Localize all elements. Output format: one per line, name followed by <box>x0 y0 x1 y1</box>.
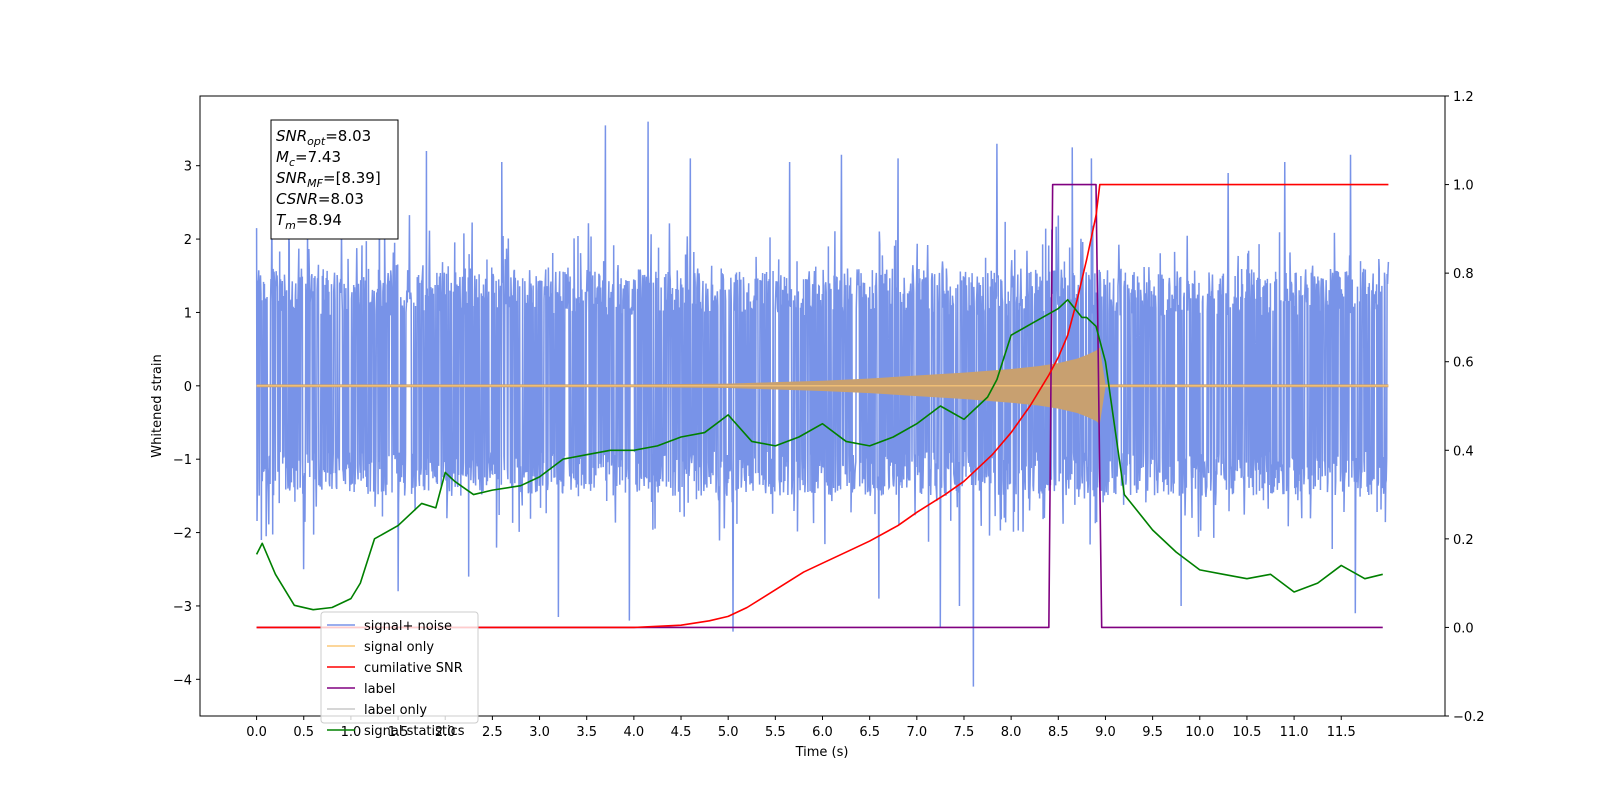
x-tick-label: 10.5 <box>1232 725 1261 740</box>
y-tick-label: −2 <box>173 527 192 542</box>
x-tick-label: 5.5 <box>765 725 786 740</box>
legend-label: label <box>364 682 395 697</box>
info-base: SNR <box>276 169 307 187</box>
info-base: M <box>276 148 289 166</box>
y2-tick-label: 1.2 <box>1453 90 1474 105</box>
info-sub: opt <box>307 135 326 148</box>
legend-frame <box>320 611 479 724</box>
plot-area <box>255 121 1390 687</box>
legend-label: cumilative SNR <box>364 661 463 676</box>
info-line: SNRopt=8.03 <box>276 127 371 148</box>
info-sub: MF <box>307 177 323 190</box>
y2-tick-label: −0.2 <box>1453 710 1485 725</box>
info-value: =8.03 <box>318 190 364 208</box>
x-tick-label: 0.5 <box>293 725 314 740</box>
legend-label: signal+ noise <box>364 619 452 634</box>
x-tick-label: 11.0 <box>1280 725 1309 740</box>
legend: signal+ noise signal only cumilative SNR la… <box>320 611 479 739</box>
info-value: =7.43 <box>295 148 341 166</box>
x-tick-label: 6.5 <box>859 725 880 740</box>
y-tick-label: −3 <box>173 600 192 615</box>
series-signal-noise <box>255 121 1390 687</box>
x-tick-label: 9.5 <box>1142 725 1163 740</box>
x-tick-label: 8.0 <box>1001 725 1022 740</box>
x-tick-label: 2.5 <box>482 725 503 740</box>
y-tick-label: 1 <box>184 306 192 321</box>
y-tick-label: −1 <box>173 453 192 468</box>
y-tick-label: 3 <box>184 160 192 175</box>
info-line: SNRMF=[8.39] <box>276 169 381 190</box>
y2-tick-label: 1.0 <box>1453 179 1474 194</box>
info-sub: c <box>289 156 295 169</box>
y2-tick-label: 0.4 <box>1453 444 1474 459</box>
x-tick-label: 1.5 <box>388 725 409 740</box>
y-tick-label: 0 <box>184 380 192 395</box>
series-signal-statistics <box>255 298 1383 611</box>
info-line: CSNR=8.03 <box>276 190 364 208</box>
x-tick-label: 0.0 <box>246 725 267 740</box>
x-tick-label: 9.0 <box>1095 725 1116 740</box>
legend-label: signal only <box>364 640 434 655</box>
x-tick-label: 10.0 <box>1185 725 1214 740</box>
x-tick-label: 3.5 <box>576 725 597 740</box>
x-tick-label: 6.0 <box>812 725 833 740</box>
info-line: Mc=7.43 <box>276 148 341 169</box>
x-tick-label: 4.0 <box>624 725 645 740</box>
series-label <box>256 183 1383 629</box>
y-axis-label: Whitened strain <box>150 354 165 457</box>
info-value: =8.94 <box>296 211 342 229</box>
x-tick-label: 5.0 <box>718 725 739 740</box>
y-tick-label: 2 <box>184 233 192 248</box>
x-tick-label: 4.5 <box>671 725 692 740</box>
x-tick-label: 7.0 <box>906 725 927 740</box>
axes: 0.0 0.5 1.0 1.5 2.0 2.5 3.0 3.5 4.0 4.5 5.0 5.5 6.0 6… <box>173 90 1485 740</box>
x-tick-label: 7.5 <box>954 725 975 740</box>
series-cumulative-snr <box>256 183 1389 629</box>
info-line: Tm=8.94 <box>276 211 342 232</box>
x-tick-label: 3.0 <box>529 725 550 740</box>
y2-tick-label: 0.8 <box>1453 267 1474 282</box>
info-base: T <box>276 211 287 229</box>
y2-tick-label: 0.6 <box>1453 356 1474 371</box>
info-sub: m <box>285 219 296 232</box>
info-value: =[8.39] <box>323 169 381 187</box>
x-tick-label: 2.0 <box>435 725 456 740</box>
x-tick-label: 8.5 <box>1048 725 1069 740</box>
info-value: =8.03 <box>325 127 371 145</box>
x-tick-label: 1.0 <box>341 725 362 740</box>
info-base: CSNR <box>276 190 318 208</box>
info-box: SNRopt=8.03Mc=7.43SNRMF=[8.39]CSNR=8.03T… <box>270 119 399 240</box>
info-box-frame <box>270 119 399 240</box>
x-tick-label: 11.5 <box>1327 725 1356 740</box>
y-tick-label: −4 <box>173 673 192 688</box>
x-axis-label: Time (s) <box>795 745 849 760</box>
y2-tick-label: 0.0 <box>1453 621 1474 636</box>
legend-label: label only <box>364 703 427 718</box>
y2-tick-label: 0.2 <box>1453 533 1474 548</box>
legend-label: signal statistics <box>364 724 465 739</box>
info-base: SNR <box>276 127 307 145</box>
